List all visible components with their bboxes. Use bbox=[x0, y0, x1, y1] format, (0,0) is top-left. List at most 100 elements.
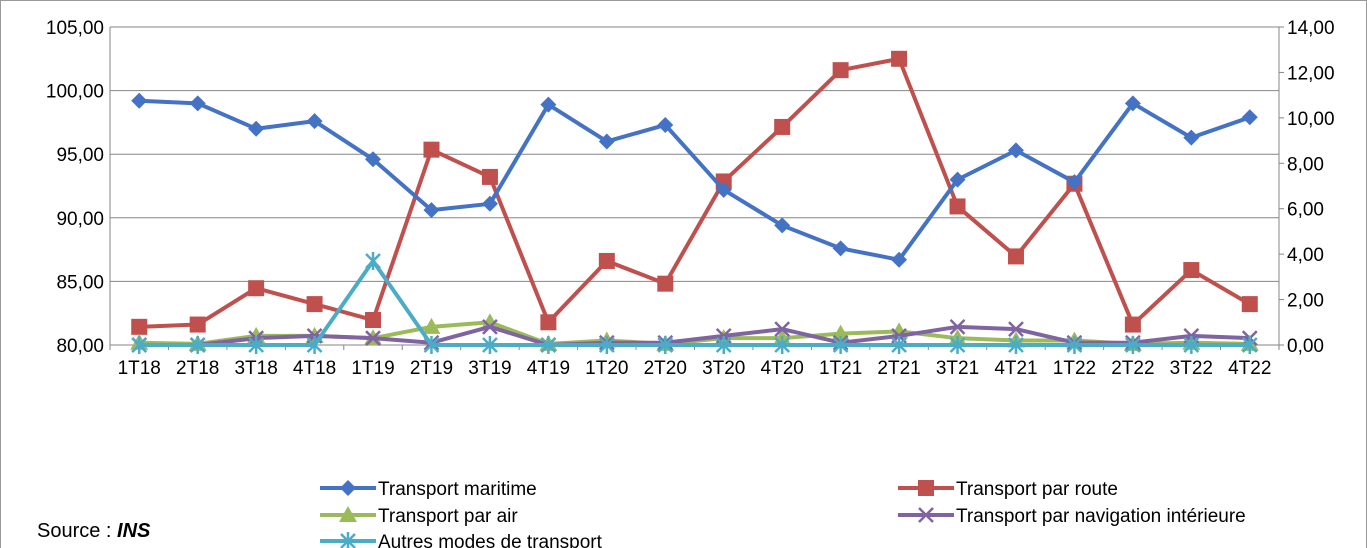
data-point bbox=[365, 312, 382, 329]
y-left-tick-label: 80,00 bbox=[56, 336, 104, 357]
series-star bbox=[131, 251, 1258, 354]
data-point bbox=[1066, 174, 1083, 191]
y-right-tick-label: 6,00 bbox=[1287, 200, 1324, 221]
data-point bbox=[715, 181, 732, 198]
x-tick-label: 2T19 bbox=[410, 358, 453, 379]
x-tick-label: 2T21 bbox=[877, 358, 920, 379]
data-point bbox=[306, 296, 323, 313]
data-point bbox=[131, 336, 148, 354]
x-tick-label: 3T20 bbox=[702, 358, 745, 379]
x-tick-label: 3T19 bbox=[468, 358, 511, 379]
legend: Transport maritime Transport par route Tra… bbox=[320, 479, 1246, 548]
series-line bbox=[139, 98, 1251, 262]
data-point bbox=[1007, 142, 1024, 159]
x-tick-label: 1T18 bbox=[118, 358, 161, 379]
data-point bbox=[715, 336, 732, 354]
y-right-tick-label: 8,00 bbox=[1287, 154, 1324, 175]
legend-label: Transport par route bbox=[956, 479, 1118, 500]
x-tick-label: 2T18 bbox=[176, 358, 219, 379]
x-tick-label: 2T20 bbox=[644, 358, 687, 379]
data-point bbox=[657, 116, 674, 133]
axes: 80,00 85,00 90,00 95,00 100,00 105,00 0,00 2,00… bbox=[46, 18, 1335, 379]
data-point bbox=[949, 336, 966, 354]
data-point bbox=[949, 198, 966, 215]
data-point bbox=[540, 96, 557, 113]
y-right-tick-label: 0,00 bbox=[1287, 336, 1324, 357]
data-point bbox=[422, 317, 441, 334]
data-point bbox=[306, 113, 323, 130]
series-line bbox=[139, 324, 1250, 347]
series-square bbox=[131, 50, 1258, 335]
data-point bbox=[774, 118, 791, 135]
data-point bbox=[481, 168, 498, 185]
x-tick-label: 2T22 bbox=[1111, 358, 1154, 379]
data-point bbox=[949, 318, 966, 335]
y-right-tick-label: 14,00 bbox=[1287, 18, 1335, 39]
data-point bbox=[891, 336, 907, 354]
source-note: Source : INS bbox=[37, 520, 150, 543]
data-point bbox=[832, 62, 849, 79]
data-point bbox=[1241, 296, 1258, 313]
x-tick-label: 1T21 bbox=[819, 358, 862, 379]
data-point bbox=[657, 275, 674, 292]
data-point bbox=[540, 336, 557, 354]
data-point bbox=[365, 330, 381, 347]
data-point bbox=[248, 120, 265, 137]
legend-marker bbox=[340, 532, 356, 548]
x-tick-label: 3T18 bbox=[234, 358, 277, 379]
series-diamond bbox=[131, 92, 1258, 268]
data-point bbox=[949, 171, 966, 188]
series-line bbox=[139, 56, 1251, 329]
series-line bbox=[139, 258, 1250, 347]
y-left-tick-label: 100,00 bbox=[46, 82, 104, 103]
legend-item: Transport par air bbox=[320, 506, 518, 527]
data-point bbox=[1008, 321, 1024, 337]
data-point bbox=[306, 336, 323, 354]
series-group bbox=[130, 50, 1259, 354]
y-right-tick-label: 2,00 bbox=[1287, 291, 1324, 312]
data-point bbox=[1241, 109, 1258, 126]
data-point bbox=[248, 280, 265, 297]
x-tick-label: 4T20 bbox=[761, 358, 804, 379]
data-point bbox=[891, 50, 908, 67]
data-point bbox=[480, 313, 499, 330]
legend-marker bbox=[339, 506, 357, 522]
data-point bbox=[1007, 248, 1024, 265]
data-point bbox=[189, 95, 206, 112]
x-tick-label: 1T20 bbox=[585, 358, 628, 379]
x-tick-label: 4T18 bbox=[293, 358, 336, 379]
legend-label: Transport par air bbox=[378, 506, 518, 527]
source-name: INS bbox=[117, 520, 151, 542]
data-point bbox=[131, 318, 148, 335]
data-point bbox=[774, 336, 791, 354]
y-left-tick-label: 95,00 bbox=[56, 145, 104, 166]
data-point bbox=[1066, 336, 1083, 354]
data-point bbox=[540, 314, 557, 331]
data-point bbox=[832, 336, 849, 354]
legend-label: Transport par navigation intérieure bbox=[956, 506, 1246, 527]
data-point bbox=[832, 240, 849, 257]
data-point bbox=[1124, 95, 1141, 112]
legend-item: Autres modes de transport bbox=[320, 532, 603, 548]
x-tick-label: 1T22 bbox=[1053, 358, 1096, 379]
data-point bbox=[248, 336, 265, 354]
data-point bbox=[1241, 336, 1258, 354]
x-tick-label: 4T22 bbox=[1228, 358, 1271, 379]
data-point bbox=[131, 92, 148, 109]
data-point bbox=[774, 217, 791, 234]
x-tick-label: 3T21 bbox=[936, 358, 979, 379]
x-tick-label: 3T22 bbox=[1170, 358, 1213, 379]
data-point bbox=[423, 202, 440, 219]
data-point bbox=[1008, 336, 1024, 354]
data-point bbox=[598, 252, 615, 269]
data-point bbox=[1183, 262, 1200, 279]
data-point bbox=[657, 336, 674, 354]
x-tick-label: 4T21 bbox=[994, 358, 1037, 379]
legend-marker bbox=[340, 480, 356, 496]
data-point bbox=[1124, 316, 1141, 333]
data-point bbox=[774, 321, 791, 337]
legend-marker bbox=[918, 507, 934, 523]
data-point bbox=[365, 251, 381, 270]
